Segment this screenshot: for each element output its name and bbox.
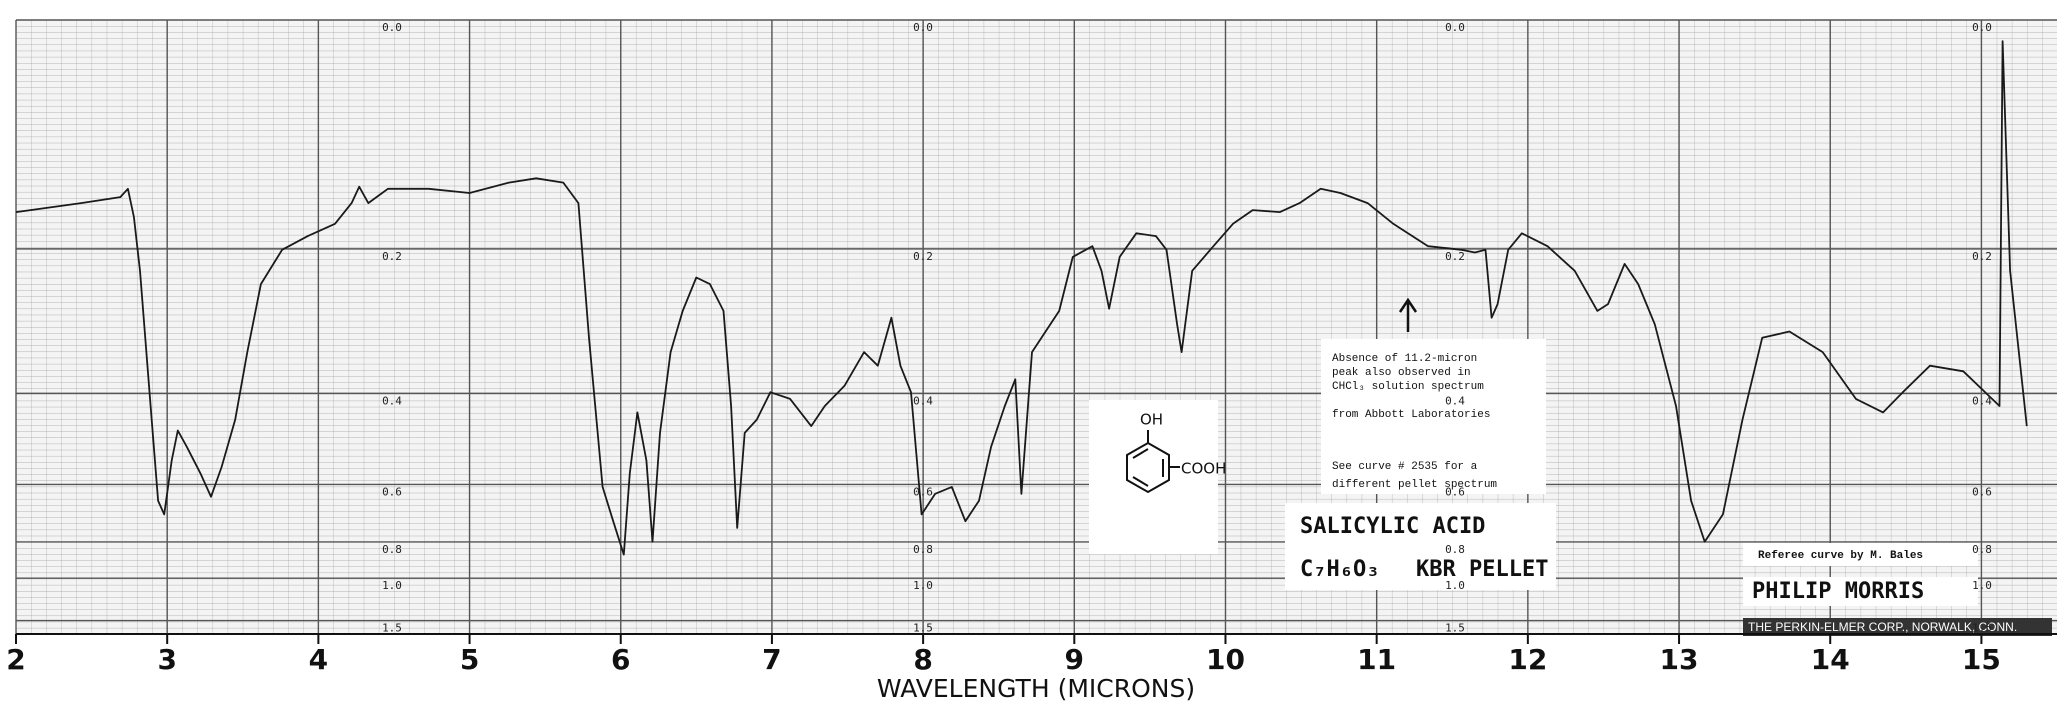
- source-note: from Abbott Laboratories: [1332, 409, 1490, 421]
- see-line: different pellet spectrum: [1332, 479, 1497, 491]
- annotations: Absence of 11.2-micron peak also observe…: [1089, 297, 2052, 636]
- x-tick-label: 12: [1508, 643, 1547, 676]
- y-tick-label: 1.0: [1972, 579, 1992, 592]
- y-tick-label: 0.0: [913, 21, 933, 34]
- structure-label: COOH: [1181, 460, 1226, 478]
- y-tick-label: 0.2: [913, 250, 933, 263]
- x-tick-label: 2: [6, 643, 25, 676]
- x-tick-label: 15: [1962, 643, 2001, 676]
- maker-box: [1743, 618, 2052, 636]
- y-tick-label: 1.0: [913, 579, 933, 592]
- y-tick-label: 1.5: [1445, 622, 1465, 635]
- y-tick-label: 0.6: [382, 485, 402, 498]
- y-tick-label: 1.5: [382, 622, 402, 635]
- y-tick-label: 0.2: [1445, 250, 1465, 263]
- structure-label: OH: [1140, 411, 1163, 429]
- benzene-ring: [1126, 441, 1170, 494]
- x-tick-label: 6: [611, 643, 630, 676]
- y-tick-label: 1.0: [1445, 579, 1465, 592]
- owner-box: [1743, 577, 1978, 606]
- spectrum-line: [15, 40, 2028, 556]
- note-line: CHCl₃ solution spectrum: [1332, 381, 1484, 393]
- y-tick-label: 0.2: [382, 250, 402, 263]
- y-tick-label: 0.8: [913, 543, 933, 556]
- x-tick-label: 8: [913, 643, 932, 676]
- y-tick-label: 1.5: [1972, 622, 1992, 635]
- y-tick-label: 1.0: [382, 579, 402, 592]
- referee-box: [1743, 543, 1978, 566]
- y-tick-label: 0.4: [913, 394, 933, 407]
- note-line: peak also observed in: [1332, 367, 1471, 379]
- x-tick-label: 5: [460, 643, 479, 676]
- note-line: Absence of 11.2-micron: [1332, 353, 1477, 365]
- y-tick-label: 0.6: [913, 485, 933, 498]
- note-box: [1321, 339, 1546, 494]
- y-tick-label: 0.4: [1445, 394, 1465, 407]
- bonds: [1147, 430, 1180, 468]
- y-tick-label: 0.0: [1445, 21, 1465, 34]
- x-tick-label: 7: [762, 643, 781, 676]
- formula: C₇H₆O₃: [1300, 557, 1379, 582]
- sample: KBR PELLET: [1416, 557, 1548, 582]
- y-tick-label: 0.4: [1972, 394, 1992, 407]
- y-tick-label: 0.8: [382, 543, 402, 556]
- y-tick-label: 0.8: [1972, 543, 1992, 556]
- y-tick-label: 0.2: [1972, 250, 1992, 263]
- x-tick-label: 14: [1811, 643, 1850, 676]
- structure-box: [1089, 400, 1218, 554]
- referee: Referee curve by M. Bales: [1758, 550, 1923, 562]
- x-tick-label: 4: [309, 643, 328, 676]
- x-tick-label: 11: [1357, 643, 1396, 676]
- y-tick-label: 1.5: [913, 622, 933, 635]
- y-tick-label: 0.6: [1972, 485, 1992, 498]
- y-tick-label: 0.6: [1445, 485, 1465, 498]
- maker: THE PERKIN-ELMER CORP., NORWALK, CONN.: [1748, 620, 2017, 634]
- x-axis-label: WAVELENGTH (MICRONS): [877, 674, 1195, 703]
- y-tick-label: 0.8: [1445, 543, 1465, 556]
- x-tick-label: 13: [1660, 643, 1699, 676]
- y-tick-label: 0.0: [382, 21, 402, 34]
- owner: PHILIP MORRIS: [1752, 579, 1924, 604]
- y-tick-label: 0.4: [382, 394, 402, 407]
- compound-name: SALICYLIC ACID: [1300, 514, 1485, 539]
- see-line: See curve # 2535 for a: [1332, 461, 1478, 473]
- label-box: [1285, 503, 1556, 590]
- grid: [15, 19, 2057, 634]
- graph-paper: [16, 20, 2057, 634]
- x-tick-label: 9: [1065, 643, 1084, 676]
- arrow: [1398, 297, 1418, 332]
- y-tick-label: 0.0: [1972, 21, 1992, 34]
- x-tick-label: 3: [157, 643, 176, 676]
- curve-layer: [15, 40, 2028, 556]
- x-tick-label: 10: [1206, 643, 1245, 676]
